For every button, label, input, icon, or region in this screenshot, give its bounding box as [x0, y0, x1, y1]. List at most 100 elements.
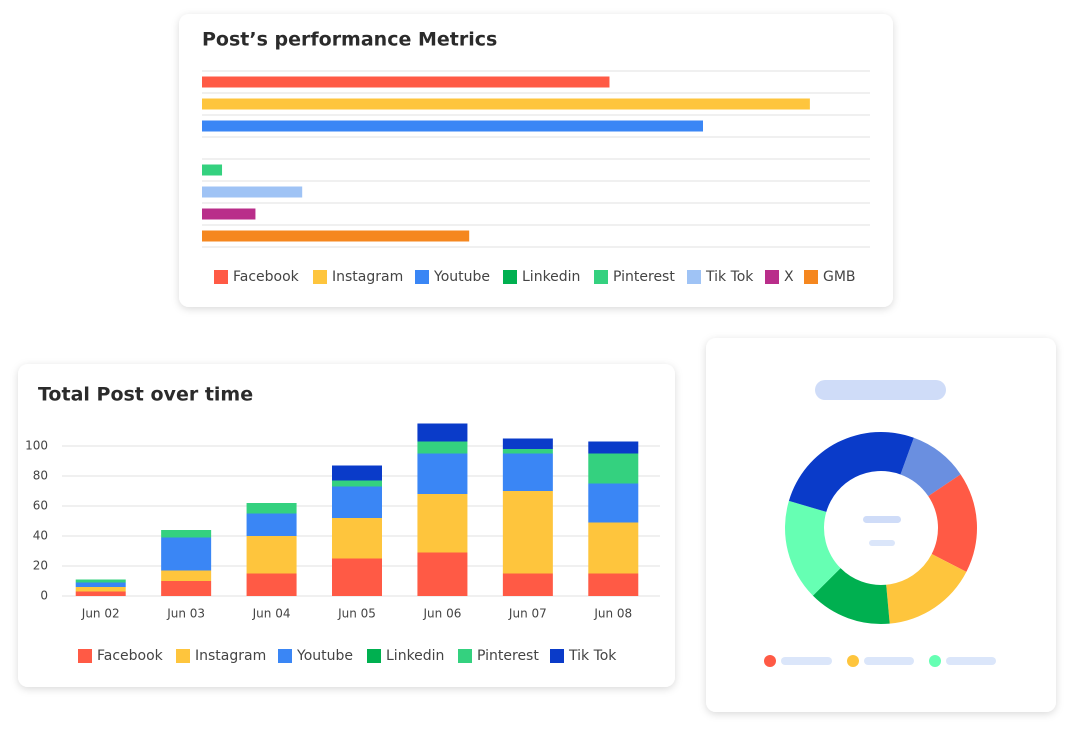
placeholder	[815, 380, 946, 400]
bar-segment	[332, 465, 382, 481]
legend-swatch	[687, 270, 701, 284]
bar-segment	[161, 570, 212, 581]
legend-label: Facebook	[97, 648, 164, 664]
bar-segment	[75, 582, 126, 587]
donut-slice	[785, 500, 841, 596]
bar	[202, 230, 470, 242]
legend-swatch	[550, 649, 564, 663]
bar-segment	[161, 530, 212, 538]
bar-segment	[502, 438, 553, 449]
bar-segment	[332, 480, 382, 487]
legend-swatch	[765, 270, 779, 284]
legend-label: Tik Tok	[705, 269, 754, 285]
bar-segment	[588, 522, 639, 574]
bar	[202, 76, 610, 88]
legend-label: Linkedin	[522, 269, 580, 285]
legend-label: X	[784, 269, 794, 285]
x-tick-label: Jun 02	[81, 607, 120, 621]
bar-segment	[417, 453, 468, 494]
donut-slice	[812, 568, 890, 625]
legend-label: Youtube	[296, 648, 353, 664]
legend-swatch	[278, 649, 292, 663]
chart-title: Post’s performance Metrics	[202, 29, 497, 51]
legend-label: Instagram	[195, 648, 266, 664]
bar-segment	[246, 503, 297, 514]
bar	[202, 186, 303, 198]
legend-swatch	[367, 649, 381, 663]
y-tick-label: 0	[40, 589, 48, 603]
card	[706, 338, 1056, 712]
bar-segment	[417, 494, 468, 553]
placeholder	[864, 657, 914, 665]
chart-title: Total Post over time	[38, 384, 253, 406]
card	[179, 14, 893, 307]
bar-segment	[332, 486, 382, 518]
donut-slice	[886, 554, 967, 624]
placeholder-dot	[847, 655, 859, 667]
bar-segment	[246, 536, 297, 574]
placeholder	[869, 540, 895, 546]
donut-slice	[788, 431, 914, 512]
bar-segment	[332, 518, 382, 559]
legend-swatch	[458, 649, 472, 663]
legend-swatch	[313, 270, 327, 284]
bar	[202, 208, 256, 220]
donut-slice	[900, 437, 961, 497]
placeholder-dot	[764, 655, 776, 667]
y-tick-label: 80	[33, 469, 48, 483]
bar-segment	[246, 573, 297, 596]
bar-segment	[588, 483, 639, 523]
bar-segment	[161, 537, 212, 571]
x-tick-label: Jun 03	[166, 607, 205, 621]
bar-segment	[588, 441, 639, 454]
placeholder	[946, 657, 996, 665]
legend-swatch	[415, 270, 429, 284]
bar-segment	[502, 573, 553, 596]
legend-swatch	[214, 270, 228, 284]
bar-segment	[502, 453, 553, 491]
donut-slice	[928, 474, 977, 572]
bar-segment	[161, 581, 212, 596]
legend-swatch	[176, 649, 190, 663]
bar-segment	[75, 591, 126, 596]
legend-label: Facebook	[233, 269, 300, 285]
bar-segment	[246, 513, 297, 536]
bar-segment	[588, 453, 639, 484]
bar-segment	[502, 491, 553, 574]
y-tick-label: 60	[33, 499, 48, 513]
bar	[202, 164, 223, 176]
bar-segment	[588, 573, 639, 596]
legend-label: Linkedin	[386, 648, 444, 664]
legend-swatch	[78, 649, 92, 663]
placeholder	[863, 516, 901, 523]
y-tick-label: 20	[33, 559, 48, 573]
bar-segment	[417, 441, 468, 454]
legend-label: Pinterest	[613, 269, 675, 285]
x-tick-label: Jun 08	[593, 607, 632, 621]
y-tick-label: 40	[33, 529, 48, 543]
bar-segment	[417, 423, 468, 442]
bar-segment	[332, 558, 382, 596]
legend-label: Pinterest	[477, 648, 539, 664]
x-tick-label: Jun 06	[423, 607, 462, 621]
y-tick-label: 100	[25, 439, 48, 453]
bar	[202, 98, 810, 110]
x-tick-label: Jun 04	[252, 607, 291, 621]
placeholder-dot	[929, 655, 941, 667]
legend-label: Instagram	[332, 269, 403, 285]
bar-segment	[502, 449, 553, 454]
legend-label: Youtube	[433, 269, 490, 285]
bar-segment	[75, 579, 126, 583]
legend-label: GMB	[823, 269, 856, 285]
legend-label: Tik Tok	[568, 648, 617, 664]
x-tick-label: Jun 05	[337, 607, 376, 621]
legend-swatch	[503, 270, 517, 284]
bar	[202, 120, 703, 132]
legend-swatch	[804, 270, 818, 284]
bar-segment	[417, 552, 468, 596]
placeholder	[781, 657, 832, 665]
x-tick-label: Jun 07	[508, 607, 547, 621]
legend-swatch	[594, 270, 608, 284]
